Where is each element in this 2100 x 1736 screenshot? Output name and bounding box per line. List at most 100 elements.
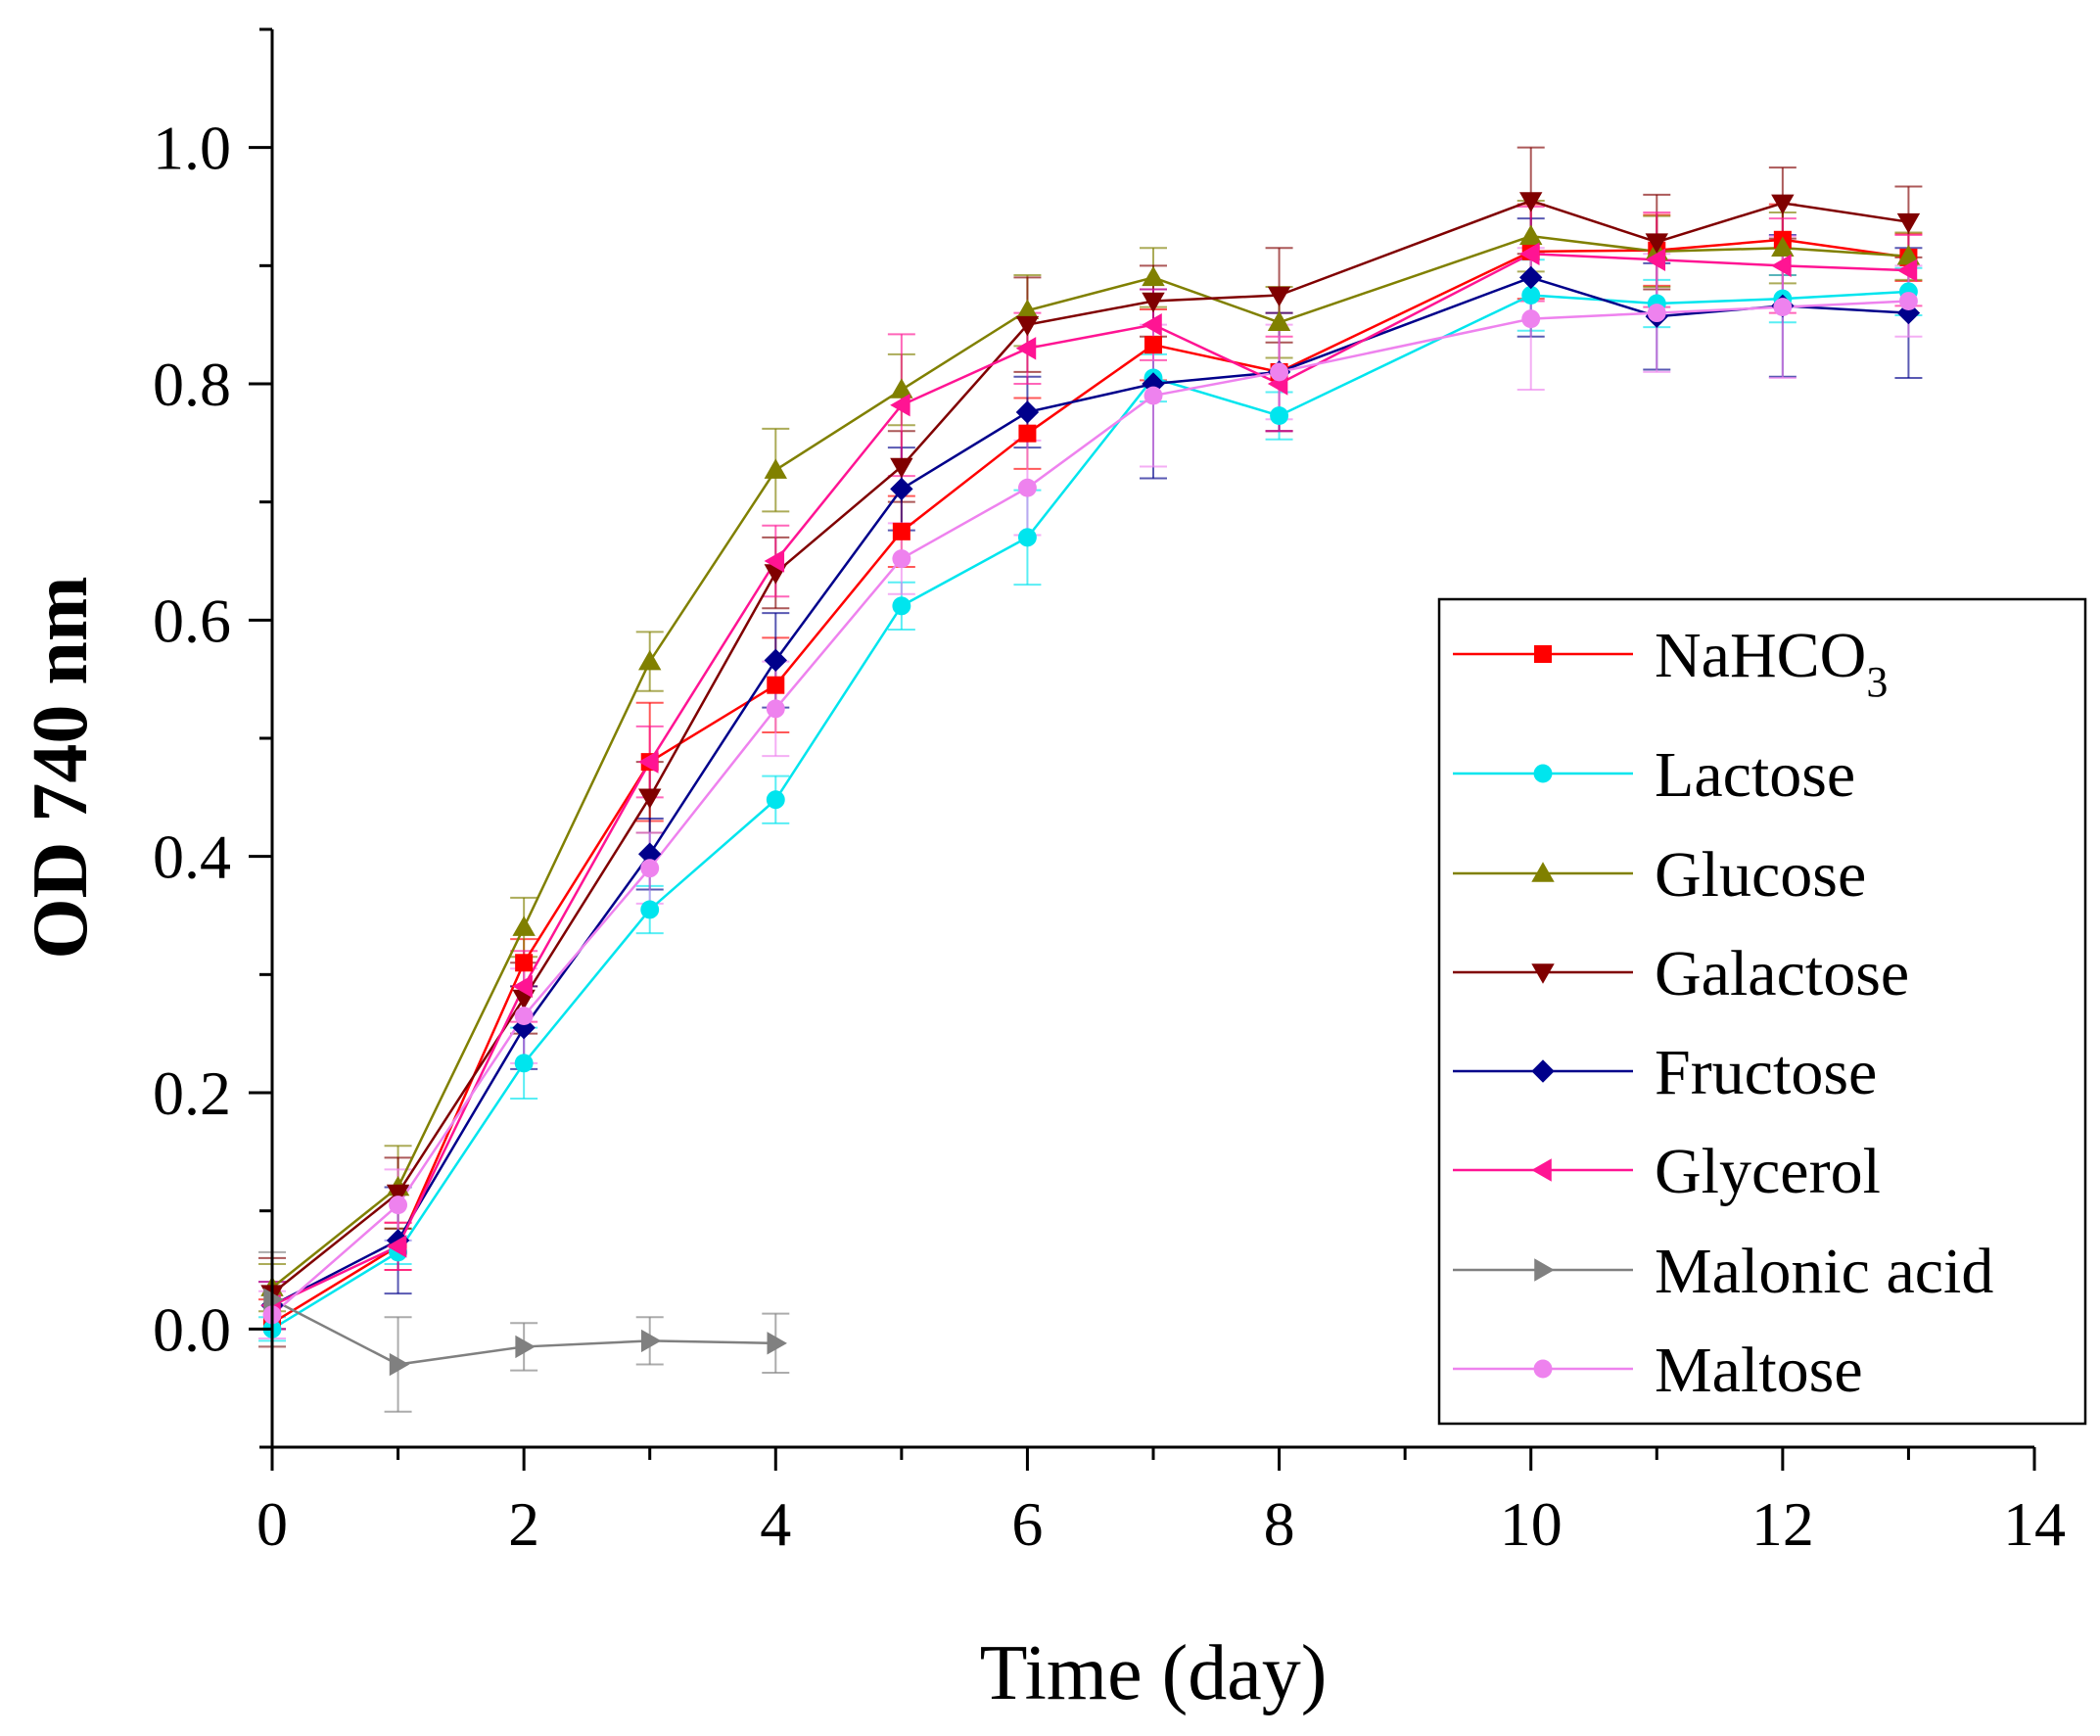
y-tick-label: 0.8 <box>153 350 231 419</box>
data-point-maltose <box>892 549 911 569</box>
data-point-galactose <box>638 788 662 810</box>
data-point-fructose <box>890 477 913 501</box>
data-point-maltose <box>1898 292 1918 310</box>
data-point-glucose <box>1519 224 1543 245</box>
data-point-malonic-acid <box>515 1335 536 1359</box>
x-tick-label: 12 <box>1751 1489 1814 1559</box>
data-point-galactose <box>1771 194 1795 215</box>
legend: NaHCO3LactoseGlucoseGalactoseFructoseGly… <box>1437 597 2087 1426</box>
data-point-glycerol <box>512 974 533 999</box>
y-tick-label: 1.0 <box>153 114 231 183</box>
data-point-nahco <box>767 676 785 694</box>
data-point-maltose <box>1017 478 1037 497</box>
x-tick-label: 10 <box>1500 1489 1563 1559</box>
x-tick-label: 14 <box>2003 1489 2066 1559</box>
data-point-glucose <box>512 915 536 936</box>
y-axis-title: OD 740 nm <box>18 576 104 959</box>
data-point-galactose <box>1015 315 1040 337</box>
legend-label: Lactose <box>1655 739 1855 811</box>
data-point-fructose <box>638 842 662 866</box>
legend-item-glycerol: Glycerol <box>1453 1136 1881 1207</box>
x-tick-label: 0 <box>257 1489 288 1559</box>
data-point-glycerol <box>1015 337 1037 360</box>
legend-label: Glucose <box>1655 839 1866 911</box>
x-tick-label: 8 <box>1264 1489 1295 1559</box>
data-point-maltose <box>1270 362 1289 382</box>
data-point-galactose <box>1645 233 1668 254</box>
data-point-glucose <box>638 649 662 671</box>
data-point-nahco <box>892 522 910 540</box>
data-point-glucose <box>764 458 787 479</box>
legend-label: Malonic acid <box>1655 1236 1993 1307</box>
data-point-lactose <box>766 790 785 810</box>
data-point-glycerol <box>1142 312 1162 337</box>
data-point-lactose <box>1017 528 1037 547</box>
data-point-glycerol <box>890 394 910 417</box>
legend-label: Fructose <box>1655 1037 1877 1108</box>
y-tick-label: 0.2 <box>153 1058 231 1128</box>
data-point-maltose <box>514 1007 534 1026</box>
legend-box <box>1437 597 2087 1426</box>
data-point-glycerol <box>1896 258 1918 282</box>
data-point-maltose <box>1143 386 1163 405</box>
data-point-galactose <box>1142 292 1165 313</box>
data-point-malonic-acid <box>389 1352 410 1377</box>
data-point-maltose <box>1647 304 1666 323</box>
y-tick-label: 0.6 <box>153 586 231 655</box>
legend-item-galactose: Galactose <box>1453 938 1909 1009</box>
x-tick-label: 2 <box>508 1489 539 1559</box>
data-point-glucose <box>890 378 913 399</box>
legend-label-subscript: 3 <box>1866 658 1888 706</box>
y-tick-label: 0.4 <box>153 822 231 892</box>
data-point-galactose <box>1267 286 1291 307</box>
data-point-galactose <box>1896 212 1921 234</box>
legend-item-fructose: Fructose <box>1453 1037 1877 1108</box>
y-tick-label: 0.0 <box>153 1294 231 1364</box>
data-point-galactose <box>1519 192 1543 212</box>
data-point-nahco <box>515 954 534 972</box>
legend-marker-fructose <box>1531 1059 1555 1083</box>
data-point-lactose <box>640 900 660 919</box>
data-point-glycerol <box>1519 242 1540 265</box>
data-point-glucose <box>1142 265 1165 287</box>
data-point-maltose <box>1773 298 1793 317</box>
data-point-maltose <box>1521 309 1541 329</box>
x-tick-label: 6 <box>1011 1489 1043 1559</box>
legend-item-lactose: Lactose <box>1453 739 1855 811</box>
data-point-maltose <box>640 859 660 878</box>
x-axis-title: Time (day) <box>980 1630 1328 1716</box>
data-point-glucose <box>1771 236 1795 258</box>
data-point-glucose <box>1015 299 1040 319</box>
data-point-nahco <box>1144 336 1162 354</box>
data-point-fructose <box>764 648 787 673</box>
data-point-glucose <box>1896 244 1921 265</box>
x-tick-label: 4 <box>760 1489 791 1559</box>
data-point-lactose <box>514 1054 534 1073</box>
legend-marker-lactose <box>1533 764 1553 783</box>
data-point-fructose <box>1519 265 1543 290</box>
legend-label: Glycerol <box>1655 1136 1881 1207</box>
data-point-glycerol <box>386 1235 407 1258</box>
data-point-lactose <box>1270 406 1289 426</box>
data-point-galactose <box>386 1184 410 1205</box>
data-point-maltose <box>389 1196 408 1215</box>
data-point-fructose <box>1015 400 1040 424</box>
legend-marker-malonic-acid <box>1534 1258 1555 1282</box>
legend-marker-glycerol <box>1531 1158 1552 1182</box>
legend-marker-glucose <box>1531 862 1555 882</box>
legend-item-glucose: Glucose <box>1453 839 1866 911</box>
data-point-glucose <box>1267 310 1291 332</box>
legend-item-maltose: Maltose <box>1453 1335 1863 1406</box>
data-point-maltose <box>766 699 785 719</box>
data-point-glycerol <box>638 750 659 774</box>
data-point-lactose <box>1521 286 1541 305</box>
legend-marker-nahco <box>1534 645 1552 663</box>
data-point-glycerol <box>1645 248 1666 271</box>
legend-label: Galactose <box>1655 938 1909 1009</box>
data-point-malonic-acid <box>640 1329 662 1353</box>
legend-marker-maltose <box>1533 1359 1553 1379</box>
data-point-lactose <box>892 596 911 616</box>
legend-marker-galactose <box>1531 963 1555 984</box>
legend-item-malonic-acid: Malonic acid <box>1453 1236 1993 1307</box>
